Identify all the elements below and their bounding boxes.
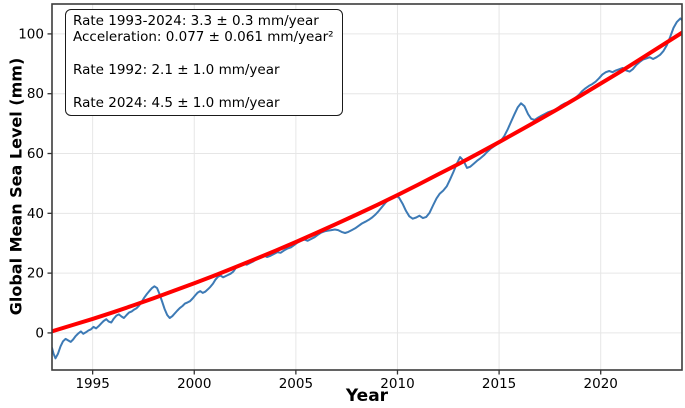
y-tick-label: 0 xyxy=(35,325,44,341)
stats-line-spacer xyxy=(73,79,334,95)
x-tick-label: 2020 xyxy=(584,376,618,392)
y-axis-label: Global Mean Sea Level (mm) xyxy=(6,57,26,316)
y-tick-label: 20 xyxy=(27,266,44,282)
stats-line-spacer xyxy=(73,46,334,62)
x-tick-label: 2010 xyxy=(380,376,414,392)
x-axis-label: Year xyxy=(345,386,389,406)
y-tick-label: 100 xyxy=(18,26,44,42)
y-tick-label: 60 xyxy=(27,146,44,162)
trend-series-line xyxy=(52,30,682,334)
x-tick-label: 2000 xyxy=(177,376,211,392)
stats-annotation-box: Rate 1993-2024: 3.3 ± 0.3 mm/year Accele… xyxy=(65,9,343,117)
x-tick-label: 2015 xyxy=(482,376,516,392)
stats-line-rate-1992: Rate 1992: 2.1 ± 1.0 mm/year xyxy=(73,62,280,79)
x-tick-label: 1995 xyxy=(75,376,109,392)
stats-line-rate-1993-2024: Rate 1993-2024: 3.3 ± 0.3 mm/year xyxy=(73,13,319,29)
plot-border xyxy=(51,3,683,371)
y-tick-label: 80 xyxy=(27,86,44,102)
x-tick-label: 2005 xyxy=(279,376,313,392)
stats-line-acceleration: Acceleration: 0.077 ± 0.061 mm/year² xyxy=(73,29,334,46)
stats-line-rate-2024: Rate 2024: 4.5 ± 1.0 mm/year xyxy=(73,95,280,111)
y-tick-label: 40 xyxy=(27,206,44,222)
